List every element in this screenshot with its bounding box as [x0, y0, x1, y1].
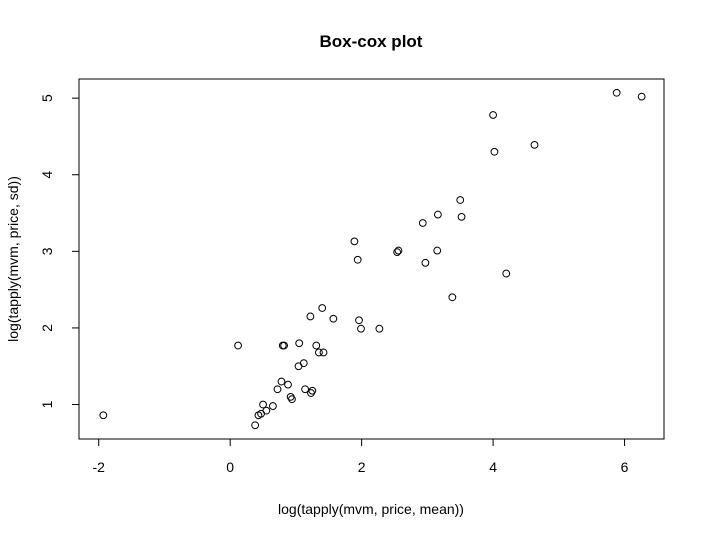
- data-point: [375, 324, 384, 333]
- data-point: [490, 147, 499, 156]
- y-tick-label: 1: [39, 400, 55, 408]
- data-point: [308, 386, 317, 395]
- data-point: [319, 348, 328, 357]
- data-point: [433, 246, 442, 255]
- data-point: [329, 314, 338, 323]
- data-point: [637, 92, 646, 101]
- data-point: [355, 316, 363, 325]
- x-tick-label: 6: [621, 459, 629, 475]
- x-axis: -2 0 2 4 6: [92, 438, 629, 475]
- data-point: [306, 312, 315, 321]
- y-tick-label: 5: [39, 94, 55, 102]
- data-point: [288, 395, 296, 404]
- data-point: [99, 411, 108, 420]
- data-point: [612, 88, 621, 97]
- data-point: [262, 406, 271, 415]
- data-point: [273, 385, 282, 394]
- data-point: [301, 385, 310, 394]
- y-tick-label: 2: [39, 324, 55, 332]
- data-point: [277, 377, 286, 386]
- data-point: [457, 212, 466, 221]
- data-point: [269, 402, 277, 410]
- data-point: [489, 111, 498, 119]
- data-point: [530, 140, 539, 149]
- y-tick-label: 4: [39, 171, 55, 179]
- y-tick-label: 3: [39, 247, 55, 255]
- data-point: [284, 380, 292, 389]
- data-point: [448, 293, 457, 302]
- data-point: [280, 341, 288, 350]
- data-point: [456, 196, 465, 204]
- data-point: [299, 359, 308, 368]
- x-tick-label: 4: [489, 459, 497, 475]
- data-point: [251, 421, 260, 430]
- y-axis: 1 2 3 4 5: [39, 94, 80, 408]
- data-points: [99, 88, 646, 430]
- data-point: [394, 246, 403, 255]
- data-point: [502, 269, 511, 278]
- data-point: [259, 400, 267, 409]
- data-point: [421, 258, 430, 267]
- data-point: [353, 255, 362, 264]
- x-tick-label: 0: [226, 459, 234, 475]
- chart-title: Box-cox plot: [320, 32, 423, 51]
- data-point: [393, 248, 402, 257]
- data-point: [350, 237, 359, 246]
- data-point: [433, 210, 442, 219]
- data-point: [234, 341, 242, 350]
- x-tick-label: -2: [92, 459, 105, 475]
- data-point: [315, 348, 323, 357]
- y-axis-label: log(tapply(mvm, price, sd)): [5, 176, 21, 342]
- data-point: [312, 341, 321, 350]
- data-point: [318, 304, 327, 312]
- x-tick-label: 2: [358, 459, 366, 475]
- data-point: [295, 339, 304, 348]
- data-point: [357, 324, 365, 333]
- x-axis-label: log(tapply(mvm, price, mean)): [278, 501, 464, 517]
- data-point: [418, 219, 427, 227]
